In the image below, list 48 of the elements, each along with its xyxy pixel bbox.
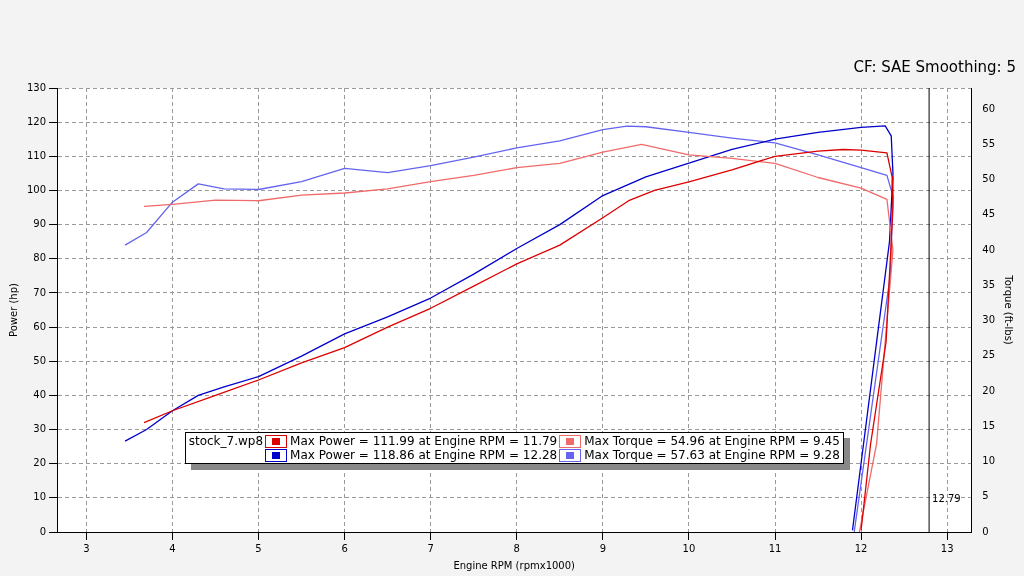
x-tick-label: 12 (854, 542, 868, 554)
x-tick-label: 6 (341, 542, 348, 554)
y-tick-label: 80 (33, 252, 47, 264)
x-tick-label: 11 (768, 542, 782, 554)
y2-tick-label: 30 (982, 314, 996, 326)
y-tick-label: 70 (33, 286, 47, 298)
y-tick-label: 90 (33, 218, 47, 230)
legend-label: Max Torque = 57.63 at Engine RPM = 9.28 (584, 448, 840, 462)
y-tick-label: 20 (33, 457, 47, 469)
x-tick-label: 13 (940, 542, 954, 554)
y2-tick-label: 35 (982, 278, 996, 290)
y-tick-label: 100 (26, 184, 47, 196)
y-tick-label: 50 (33, 354, 47, 366)
y2-tick-label: 0 (982, 525, 989, 537)
x-tick-label: 3 (83, 542, 90, 554)
x-tick-label: 7 (427, 542, 434, 554)
y-tick-label: 120 (26, 115, 47, 127)
y2-tick-label: 50 (982, 173, 996, 185)
annotation: stock_7.wp8 (188, 434, 264, 448)
x-tick-label: 5 (255, 542, 262, 554)
y-tick-label: 30 (33, 423, 47, 435)
x-tick-label: 9 (599, 542, 607, 554)
x-tick-label: 4 (169, 542, 176, 554)
y2-tick-label: 40 (982, 243, 996, 255)
y-tick-label: 0 (39, 525, 47, 537)
y2-axis-title: Torque (ft-lbs) (1003, 274, 1015, 345)
legend-label: Max Power = 118.86 at Engine RPM = 12.28 (290, 448, 558, 462)
y-tick-label: 10 (33, 491, 47, 503)
y-axis-title: Power (hp) (7, 282, 19, 337)
y2-tick-label: 60 (982, 102, 996, 114)
y2-tick-label: 45 (982, 208, 996, 220)
y-tick-label: 40 (33, 388, 47, 400)
y2-tick-label: 10 (982, 455, 996, 467)
x-tick-label: 8 (513, 542, 520, 554)
y2-tick-label: 20 (982, 384, 996, 396)
ref-line-label: 12.79 (932, 493, 961, 504)
legend-label: Max Torque = 54.96 at Engine RPM = 9.45 (584, 434, 840, 448)
y2-tick-label: 15 (982, 419, 996, 431)
y2-tick-label: 25 (982, 349, 996, 361)
legend-label: Max Power = 111.99 at Engine RPM = 11.79 (290, 434, 558, 448)
x-axis-title: Engine RPM (rpmx1000) (453, 559, 576, 571)
y2-tick-label: 5 (982, 490, 989, 502)
x-tick-label: 10 (682, 542, 696, 554)
text: CF: SAE Smoothing: 5 (853, 58, 1016, 76)
y-tick-label: 130 (26, 81, 47, 93)
y2-tick-label: 55 (982, 137, 996, 149)
y-tick-label: 110 (26, 149, 47, 161)
y-tick-label: 60 (33, 320, 47, 332)
